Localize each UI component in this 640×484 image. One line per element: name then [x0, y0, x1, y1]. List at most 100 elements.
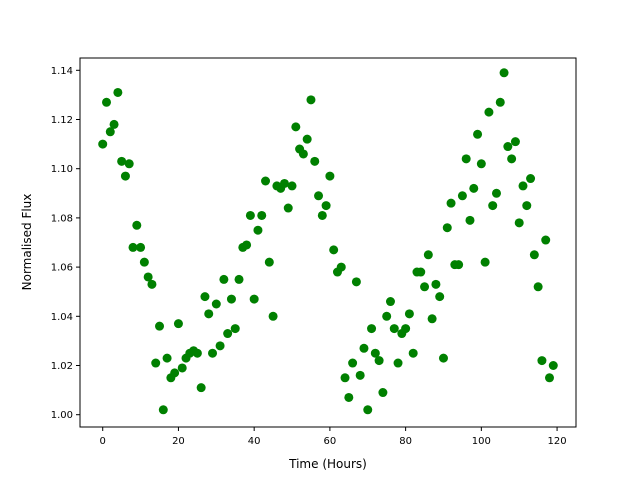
data-point: [420, 282, 430, 292]
data-point: [192, 348, 202, 358]
data-point: [507, 154, 517, 164]
data-point: [544, 373, 554, 383]
data-point: [526, 174, 536, 184]
data-point: [317, 210, 327, 220]
data-point: [226, 294, 236, 304]
data-point: [136, 242, 146, 252]
data-point: [370, 348, 380, 358]
data-point: [348, 358, 358, 368]
data-point: [177, 363, 187, 373]
data-point: [510, 137, 520, 147]
data-point: [416, 267, 426, 277]
data-point: [404, 309, 414, 319]
data-point: [230, 324, 240, 334]
data-point: [283, 203, 293, 213]
data-point: [234, 274, 244, 284]
data-point: [162, 353, 172, 363]
y-tick-label: 1.06: [51, 263, 73, 274]
data-point: [484, 107, 494, 117]
data-point: [495, 97, 505, 107]
data-point: [457, 191, 467, 201]
data-point: [98, 139, 108, 149]
data-point: [329, 245, 339, 255]
data-point: [170, 368, 180, 378]
x-axis-label: Time (Hours): [288, 457, 367, 471]
data-point: [363, 405, 373, 415]
data-point: [261, 176, 271, 186]
y-tick-label: 1.12: [51, 115, 73, 126]
data-point: [435, 292, 445, 302]
data-point: [514, 218, 524, 228]
data-point: [359, 343, 369, 353]
data-points: [98, 68, 558, 415]
data-point: [401, 324, 411, 334]
data-point: [385, 297, 395, 307]
data-point: [374, 356, 384, 366]
data-point: [541, 235, 551, 245]
data-point: [533, 282, 543, 292]
data-point: [469, 183, 479, 193]
x-tick-label: 0: [100, 436, 106, 447]
data-point: [491, 188, 501, 198]
data-point: [249, 294, 259, 304]
data-point: [117, 156, 127, 166]
data-point: [378, 388, 388, 398]
data-point: [109, 119, 119, 129]
data-point: [219, 274, 229, 284]
data-point: [310, 156, 320, 166]
data-point: [314, 191, 324, 201]
data-point: [128, 242, 138, 252]
data-point: [155, 321, 165, 331]
plot-frame: [79, 57, 577, 428]
data-point: [102, 97, 112, 107]
data-point: [367, 324, 377, 334]
data-point: [279, 178, 289, 188]
data-point: [211, 299, 221, 309]
data-point: [423, 250, 433, 260]
data-point: [336, 262, 346, 272]
data-point: [124, 159, 134, 169]
data-point: [382, 311, 392, 321]
data-point: [518, 181, 528, 191]
data-point: [499, 68, 509, 78]
data-point: [431, 279, 441, 289]
data-point: [302, 134, 312, 144]
data-point: [522, 201, 532, 211]
data-point: [408, 348, 418, 358]
data-point: [120, 171, 130, 181]
data-point: [325, 171, 335, 181]
y-tick-label: 1.14: [51, 66, 73, 77]
data-point: [389, 324, 399, 334]
data-point: [480, 257, 490, 267]
data-point: [105, 127, 115, 137]
data-point: [548, 361, 558, 370]
data-point: [113, 87, 123, 97]
x-tick-label: 60: [324, 436, 337, 447]
data-point: [158, 405, 168, 415]
data-point: [473, 129, 483, 139]
data-point: [200, 292, 210, 302]
data-point: [253, 225, 263, 235]
data-point: [264, 257, 274, 267]
x-tick-label: 120: [548, 436, 567, 447]
data-point: [215, 341, 225, 351]
data-point: [427, 314, 437, 324]
y-tick-label: 1.10: [51, 164, 73, 175]
data-point: [446, 198, 456, 208]
y-axis-label: Normalised Flux: [20, 194, 34, 291]
y-tick-label: 1.08: [51, 213, 73, 224]
y-tick-label: 1.00: [51, 410, 73, 421]
data-point: [465, 215, 475, 225]
data-point: [151, 358, 161, 368]
data-point: [223, 329, 233, 339]
data-point: [351, 277, 361, 287]
y-tick-label: 1.04: [51, 312, 73, 323]
data-point: [208, 348, 218, 358]
data-point: [442, 223, 452, 233]
data-point: [321, 201, 331, 211]
data-point: [257, 210, 267, 220]
data-point: [291, 122, 301, 132]
x-tick-label: 40: [248, 436, 261, 447]
data-point: [268, 311, 278, 321]
